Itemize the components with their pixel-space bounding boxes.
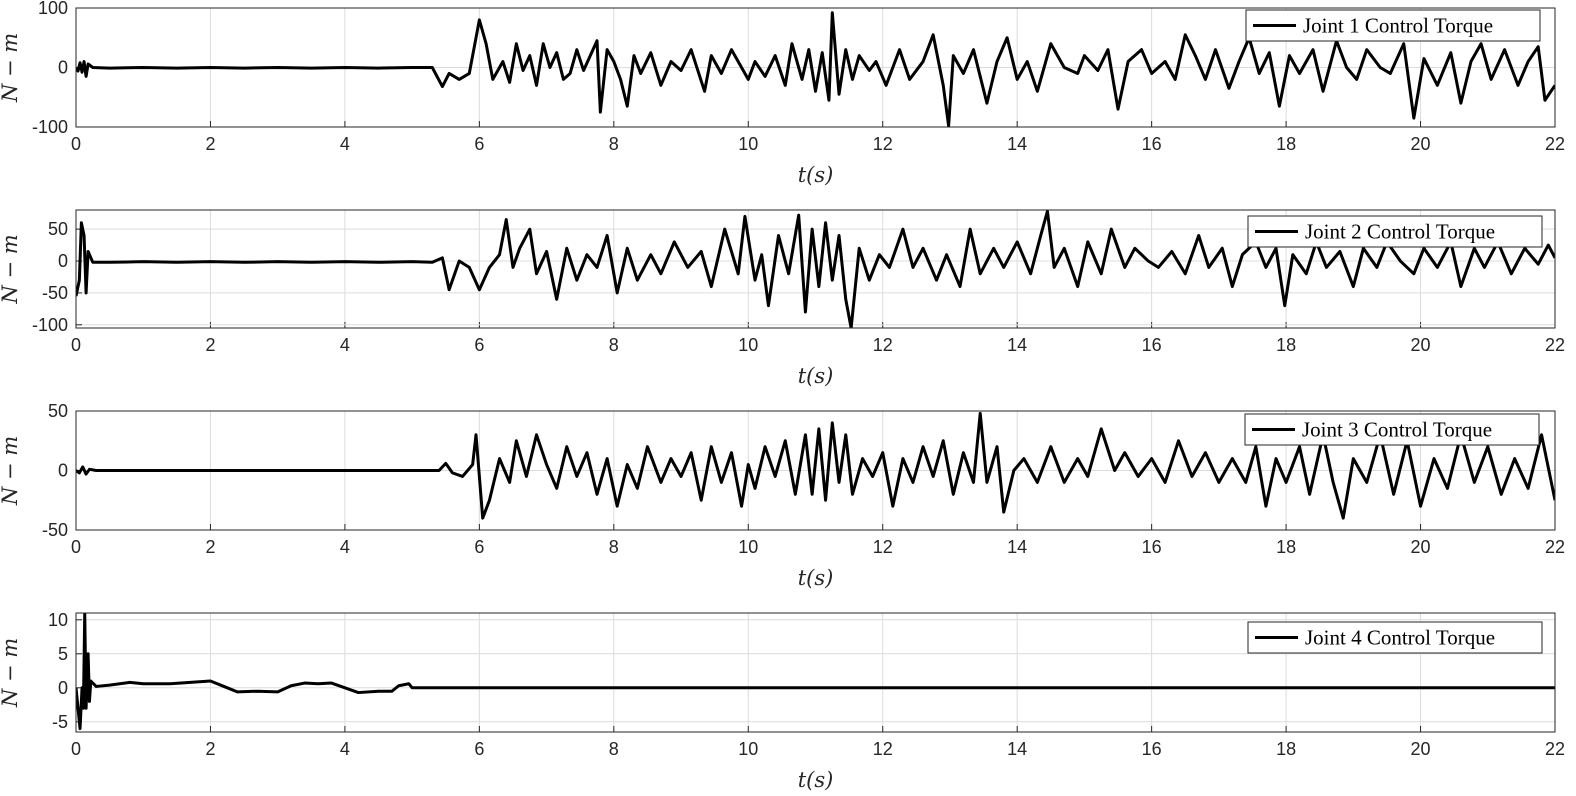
x-tick-label: 20 — [1411, 537, 1431, 557]
y-tick-label: 0 — [58, 461, 68, 481]
x-tick-label: 20 — [1411, 335, 1431, 355]
x-tick-label: 4 — [340, 537, 350, 557]
series-line-1 — [76, 210, 1555, 328]
x-tick-label: 2 — [205, 335, 215, 355]
x-axis-label: t(s) — [798, 566, 834, 590]
y-tick-label: -100 — [32, 117, 68, 137]
y-tick-label: -50 — [42, 283, 68, 303]
axes-box — [75, 7, 1556, 128]
y-axis-label: N − m — [0, 436, 22, 506]
x-tick-label: 14 — [1007, 134, 1027, 154]
x-tick-label: 8 — [609, 739, 619, 759]
x-tick-label: 22 — [1545, 134, 1565, 154]
series-line-1 — [76, 613, 1555, 731]
x-tick-label: 8 — [609, 335, 619, 355]
x-tick-label: 22 — [1545, 537, 1565, 557]
x-tick-label: 4 — [340, 335, 350, 355]
x-tick-label: 18 — [1276, 335, 1296, 355]
x-tick-label: 10 — [738, 537, 758, 557]
x-tick-label: 18 — [1276, 537, 1296, 557]
x-tick-label: 12 — [873, 335, 893, 355]
x-tick-label: 0 — [71, 739, 81, 759]
x-tick-label: 12 — [873, 739, 893, 759]
legend-entry: Joint 4 Control Torque — [1305, 626, 1495, 650]
axes-box — [75, 209, 1556, 329]
legend-entry: Joint 3 Control Torque — [1302, 418, 1492, 442]
x-tick-label: 10 — [738, 335, 758, 355]
x-tick-label: 6 — [474, 739, 484, 759]
x-tick-label: 4 — [340, 739, 350, 759]
legend: Joint 1 Control Torque — [1245, 9, 1541, 42]
x-tick-label: 20 — [1411, 739, 1431, 759]
y-tick-label: 50 — [48, 401, 68, 421]
y-tick-label: 10 — [48, 610, 68, 630]
series-line-1 — [76, 411, 1555, 520]
x-tick-label: 10 — [738, 739, 758, 759]
x-axis-label: t(s) — [798, 364, 834, 388]
y-tick-label: 0 — [58, 678, 68, 698]
legend: Joint 2 Control Torque — [1247, 215, 1543, 248]
x-tick-label: 4 — [340, 134, 350, 154]
y-tick-label: -50 — [42, 520, 68, 540]
x-tick-label: 10 — [738, 134, 758, 154]
y-tick-label: 50 — [48, 219, 68, 239]
x-tick-label: 6 — [474, 335, 484, 355]
legend-entry: Joint 1 Control Torque — [1303, 14, 1493, 38]
y-tick-label: 5 — [58, 644, 68, 664]
legend-entry: Joint 2 Control Torque — [1305, 220, 1495, 244]
x-tick-label: 0 — [71, 134, 81, 154]
x-tick-label: 12 — [873, 537, 893, 557]
x-tick-label: 2 — [205, 537, 215, 557]
x-tick-label: 14 — [1007, 335, 1027, 355]
x-tick-label: 6 — [474, 134, 484, 154]
x-tick-label: 0 — [71, 335, 81, 355]
x-tick-label: 2 — [205, 134, 215, 154]
legend: Joint 3 Control Torque — [1244, 413, 1540, 446]
legend: Joint 4 Control Torque — [1247, 621, 1543, 654]
axes-box — [75, 410, 1556, 531]
x-tick-label: 12 — [873, 134, 893, 154]
y-axis-label: N − m — [0, 234, 22, 304]
y-axis-label: N − m — [0, 638, 22, 708]
y-tick-label: -5 — [52, 712, 68, 732]
subplot-2: 0 2 4 6 8 10 12 14 16 18 20 22 50 0 -50 -100 t(s) N − m Jo… — [0, 209, 1565, 388]
y-tick-label: -100 — [32, 315, 68, 335]
x-tick-label: 8 — [609, 537, 619, 557]
x-tick-label: 14 — [1007, 537, 1027, 557]
x-axis-label: t(s) — [798, 768, 834, 792]
legend-box — [1245, 9, 1541, 42]
x-axis-label: t(s) — [798, 163, 834, 187]
x-tick-label: 16 — [1142, 537, 1162, 557]
x-tick-label: 18 — [1276, 134, 1296, 154]
x-tick-label: 22 — [1545, 739, 1565, 759]
axes-box — [75, 612, 1556, 733]
x-tick-label: 16 — [1142, 335, 1162, 355]
y-tick-label: 0 — [58, 251, 68, 271]
x-tick-label: 6 — [474, 537, 484, 557]
x-tick-label: 8 — [609, 134, 619, 154]
y-axis-label: N − m — [0, 33, 22, 103]
y-tick-label: 100 — [38, 0, 68, 18]
x-tick-label: 20 — [1411, 134, 1431, 154]
x-tick-label: 14 — [1007, 739, 1027, 759]
y-tick-label: 0 — [58, 58, 68, 78]
x-tick-label: 2 — [205, 739, 215, 759]
series-line-1 — [76, 11, 1555, 127]
x-tick-label: 22 — [1545, 335, 1565, 355]
x-tick-label: 18 — [1276, 739, 1296, 759]
x-tick-label: 0 — [71, 537, 81, 557]
x-tick-label: 16 — [1142, 739, 1162, 759]
x-tick-label: 16 — [1142, 134, 1162, 154]
